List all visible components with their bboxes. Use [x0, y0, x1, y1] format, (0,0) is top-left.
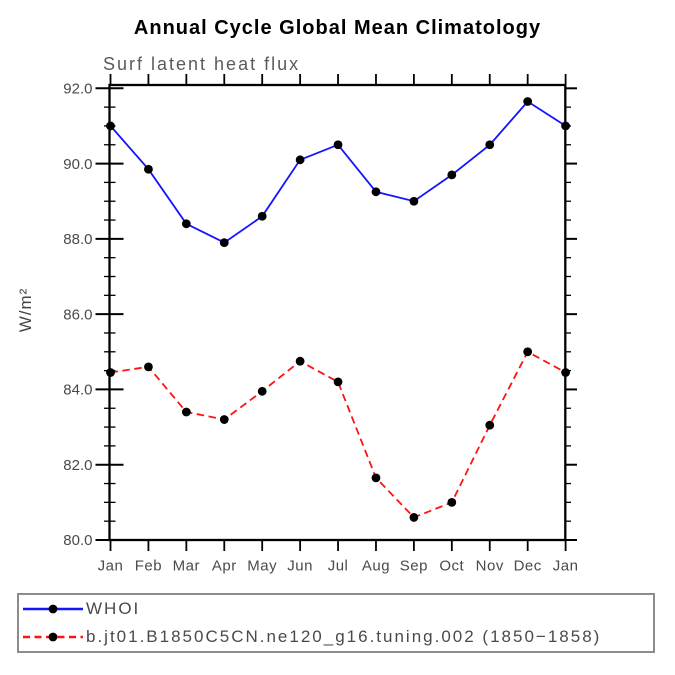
axis-box: [108, 83, 567, 542]
data-point-marker: [257, 211, 267, 221]
data-point-marker: [333, 140, 343, 150]
legend-marker-dot: [48, 604, 58, 614]
data-point-marker: [106, 121, 115, 131]
data-point-marker: [219, 415, 229, 424]
data-point-marker: [257, 386, 267, 396]
data-point-marker: [447, 497, 457, 507]
data-point-marker: [409, 196, 419, 206]
chart-subtitle: Surf latent heat flux: [103, 54, 301, 74]
data-point-marker: [106, 368, 115, 377]
legend-label-whoi: WHOI: [86, 599, 141, 619]
legend-label-model-run: b.jt01.B1850C5CN.ne120_g16.tuning.002 (1…: [86, 626, 602, 646]
data-point-marker: [561, 368, 570, 377]
x-tick-label: May: [247, 558, 277, 575]
data-point-marker: [447, 170, 457, 180]
y-tick-label: 92.0: [63, 81, 92, 98]
data-point-marker: [181, 407, 191, 417]
data-point-marker: [181, 219, 191, 229]
data-point-marker: [295, 356, 305, 366]
x-tick-label: Sep: [400, 558, 428, 575]
data-point-marker: [144, 164, 153, 174]
y-tick-label: 88.0: [63, 231, 92, 248]
data-point-marker: [219, 238, 229, 248]
x-tick-label: Dec: [514, 558, 542, 575]
y-tick-label: 82.0: [63, 457, 92, 474]
data-point-marker: [485, 420, 495, 430]
x-tick-label: Apr: [212, 558, 237, 575]
x-tick-label: Jan: [553, 558, 579, 575]
data-point-marker: [295, 155, 305, 165]
data-point-marker: [371, 473, 381, 483]
x-tick-label: Oct: [439, 558, 464, 575]
y-tick-label: 86.0: [63, 306, 92, 323]
x-tick-label: Nov: [476, 558, 504, 575]
data-point-marker: [144, 362, 153, 372]
x-tick-label: Feb: [135, 558, 162, 575]
x-tick-label: Jan: [98, 558, 124, 575]
data-point-marker: [523, 97, 533, 106]
data-point-marker: [561, 121, 570, 131]
series-line-1: [110, 350, 567, 519]
data-point-marker: [523, 347, 533, 357]
series-line-0: [109, 100, 567, 244]
x-tick-label: Jul: [328, 558, 349, 575]
legend-item-whoi: WHOI: [22, 596, 653, 622]
legend-item-model-run: b.jt01.B1850C5CN.ne120_g16.tuning.002 (1…: [22, 624, 653, 650]
data-point-marker: [333, 377, 343, 387]
legend-key-solid-line-icon: [23, 604, 83, 614]
y-tick-label: 84.0: [63, 382, 92, 399]
legend-key-dashed-line-icon: [23, 632, 83, 642]
legend: WHOI b.jt01.B1850C5CN.ne120_g16.tuning.0…: [17, 593, 655, 653]
y-tick-label: 80.0: [63, 532, 92, 549]
y-tick-label: 90.0: [63, 156, 92, 173]
x-tick-label: Jun: [287, 558, 313, 575]
data-point-marker: [409, 513, 419, 522]
legend-marker-dot: [48, 632, 58, 642]
chart-title: Annual Cycle Global Mean Climatology: [133, 17, 542, 39]
x-tick-label: Mar: [173, 558, 200, 575]
data-point-marker: [371, 187, 381, 197]
data-point-marker: [485, 140, 495, 150]
x-tick-label: Aug: [362, 558, 390, 575]
